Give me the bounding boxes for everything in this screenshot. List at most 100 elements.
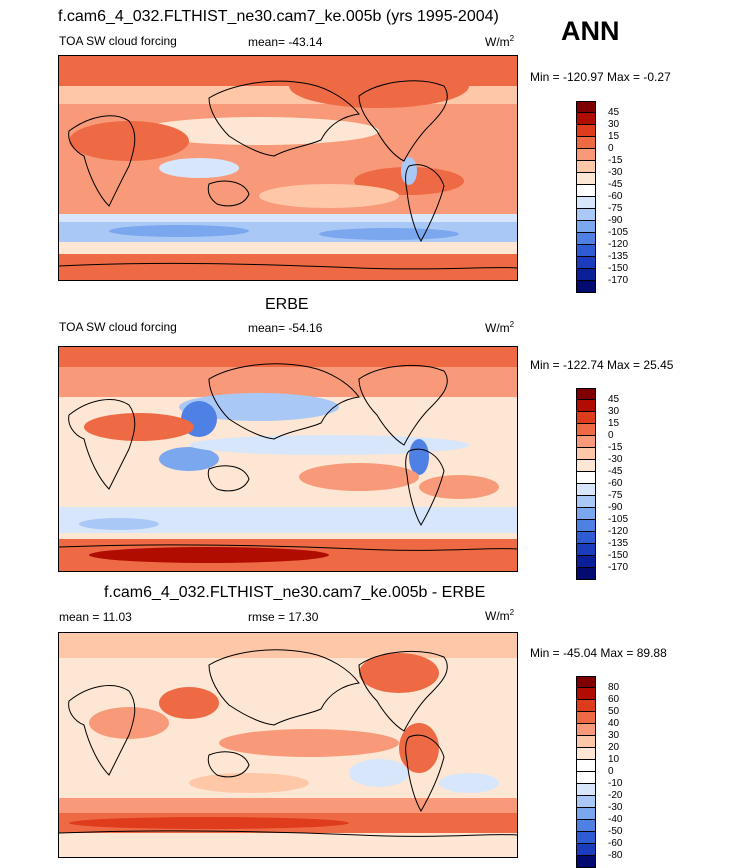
colorbar-swatch bbox=[576, 472, 596, 484]
colorbar-tick-label: -10 bbox=[608, 778, 623, 789]
panel3-colorbar bbox=[576, 676, 596, 868]
colorbar-swatch bbox=[576, 832, 596, 844]
colorbar-swatch bbox=[576, 772, 596, 784]
colorbar-swatch bbox=[576, 796, 596, 808]
colorbar-swatch bbox=[576, 412, 596, 424]
panel2-mean: mean= -54.16 bbox=[248, 321, 323, 335]
colorbar-swatch bbox=[576, 784, 596, 796]
colorbar-swatch bbox=[576, 173, 596, 185]
colorbar-swatch bbox=[576, 820, 596, 832]
colorbar-tick-label: -45 bbox=[608, 179, 623, 190]
colorbar-tick-label: 0 bbox=[608, 430, 614, 441]
colorbar-swatch bbox=[576, 724, 596, 736]
colorbar-tick-label: -120 bbox=[608, 526, 629, 537]
colorbar-tick-label: -150 bbox=[608, 263, 629, 274]
colorbar-swatch bbox=[576, 388, 596, 400]
colorbar-swatch bbox=[576, 808, 596, 820]
colorbar-swatch bbox=[576, 844, 596, 856]
colorbar-swatch bbox=[576, 544, 596, 556]
colorbar-swatch bbox=[576, 508, 596, 520]
panel2-left-label: TOA SW cloud forcing bbox=[59, 320, 177, 334]
colorbar-swatch bbox=[576, 221, 596, 233]
panel1-colorbar bbox=[576, 101, 596, 293]
colorbar-swatch bbox=[576, 460, 596, 472]
colorbar-tick-label: -105 bbox=[608, 514, 629, 525]
panel3-rmse: rmse = 17.30 bbox=[248, 610, 319, 624]
colorbar-swatch bbox=[576, 712, 596, 724]
main-title: f.cam6_4_032.FLTHIST_ne30.cam7_ke.005b (… bbox=[58, 8, 499, 25]
colorbar-tick-label: -60 bbox=[608, 478, 623, 489]
panel2-units: W/m2 bbox=[485, 320, 515, 335]
colorbar-swatch bbox=[576, 484, 596, 496]
colorbar-tick-label: 20 bbox=[608, 742, 620, 753]
colorbar-tick-label: -60 bbox=[608, 191, 623, 202]
panel2-colorbar bbox=[576, 388, 596, 580]
colorbar-swatch bbox=[576, 197, 596, 209]
panel1-left-label: TOA SW cloud forcing bbox=[59, 34, 177, 48]
colorbar-swatch bbox=[576, 125, 596, 137]
colorbar-swatch bbox=[576, 233, 596, 245]
colorbar-swatch bbox=[576, 532, 596, 544]
panel3-map bbox=[58, 632, 518, 858]
colorbar-swatch bbox=[576, 448, 596, 460]
season-label: ANN bbox=[561, 16, 620, 46]
colorbar-swatch bbox=[576, 269, 596, 281]
colorbar-swatch bbox=[576, 856, 596, 868]
colorbar-swatch bbox=[576, 748, 596, 760]
colorbar-tick-label: -30 bbox=[608, 454, 623, 465]
colorbar-tick-label: -135 bbox=[608, 251, 629, 262]
colorbar-tick-label: -135 bbox=[608, 538, 629, 549]
colorbar-swatch bbox=[576, 161, 596, 173]
panel2-title: ERBE bbox=[265, 296, 309, 313]
colorbar-tick-label: 15 bbox=[608, 131, 620, 142]
colorbar-swatch bbox=[576, 185, 596, 197]
panel1-units: W/m2 bbox=[485, 34, 515, 49]
colorbar-tick-label: 30 bbox=[608, 406, 620, 417]
colorbar-tick-label: 15 bbox=[608, 418, 620, 429]
panel2-field bbox=[59, 347, 517, 571]
colorbar-tick-label: 80 bbox=[608, 682, 620, 693]
colorbar-tick-label: 30 bbox=[608, 119, 620, 130]
colorbar-tick-label: 45 bbox=[608, 394, 620, 405]
colorbar-swatch bbox=[576, 257, 596, 269]
colorbar-swatch bbox=[576, 209, 596, 221]
colorbar-tick-label: -50 bbox=[608, 826, 623, 837]
colorbar-swatch bbox=[576, 113, 596, 125]
colorbar-swatch bbox=[576, 568, 596, 580]
colorbar-tick-label: -75 bbox=[608, 490, 623, 501]
colorbar-tick-label: -45 bbox=[608, 466, 623, 477]
colorbar-tick-label: -170 bbox=[608, 275, 629, 286]
colorbar-tick-label: -170 bbox=[608, 562, 629, 573]
colorbar-tick-label: -60 bbox=[608, 838, 623, 849]
colorbar-tick-label: -15 bbox=[608, 155, 623, 166]
colorbar-swatch bbox=[576, 496, 596, 508]
colorbar-swatch bbox=[576, 700, 596, 712]
colorbar-swatch bbox=[576, 556, 596, 568]
colorbar-tick-label: -105 bbox=[608, 227, 629, 238]
colorbar-tick-label: 0 bbox=[608, 766, 614, 777]
colorbar-tick-label: 50 bbox=[608, 706, 620, 717]
colorbar-tick-label: -20 bbox=[608, 790, 623, 801]
panel3-field bbox=[59, 633, 517, 857]
colorbar-swatch bbox=[576, 736, 596, 748]
colorbar-swatch bbox=[576, 424, 596, 436]
colorbar-tick-label: -75 bbox=[608, 203, 623, 214]
panel2-map bbox=[58, 346, 518, 572]
colorbar-tick-label: 30 bbox=[608, 730, 620, 741]
colorbar-tick-label: -30 bbox=[608, 167, 623, 178]
colorbar-swatch bbox=[576, 688, 596, 700]
colorbar-swatch bbox=[576, 281, 596, 293]
colorbar-swatch bbox=[576, 436, 596, 448]
colorbar-tick-label: 45 bbox=[608, 107, 620, 118]
colorbar-swatch bbox=[576, 245, 596, 257]
colorbar-swatch bbox=[576, 520, 596, 532]
panel1-mean: mean= -43.14 bbox=[248, 35, 323, 49]
panel1-map bbox=[58, 55, 518, 281]
colorbar-tick-label: -150 bbox=[608, 550, 629, 561]
colorbar-tick-label: -90 bbox=[608, 502, 623, 513]
colorbar-tick-label: -80 bbox=[608, 850, 623, 861]
panel2-minmax: Min = -122.74 Max = 25.45 bbox=[530, 358, 674, 372]
colorbar-swatch bbox=[576, 137, 596, 149]
colorbar-tick-label: -30 bbox=[608, 802, 623, 813]
panel1-field bbox=[59, 56, 517, 280]
